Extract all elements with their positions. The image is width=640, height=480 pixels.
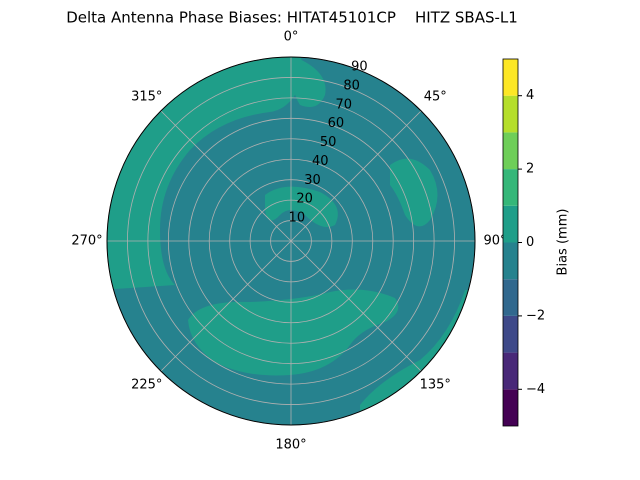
- polar-plot: 10 20 30 40 50 60 70 80 90 0° 45° 90° 135° 180° 225° 27…: [71, 30, 506, 453]
- angle-tick-label: 180°: [275, 438, 306, 453]
- r-tick-label: 90: [351, 60, 368, 75]
- colorbar-band: [503, 315, 518, 353]
- colorbar-band: [503, 242, 518, 280]
- colorbar-tick-label: 0: [526, 235, 534, 250]
- r-tick-label: 10: [289, 211, 306, 226]
- colorbar: −4 −2 0 2 4: [502, 58, 545, 427]
- colorbar-band: [503, 169, 518, 206]
- polar-frame: [106, 56, 476, 426]
- colorbar-band: [503, 95, 518, 133]
- colorbar-tick-label: 4: [526, 88, 534, 103]
- colorbar-band: [503, 205, 518, 243]
- colorbar-band: [503, 132, 518, 170]
- colorbar-band: [503, 352, 518, 390]
- colorbar-band: [503, 59, 518, 96]
- colorbar-tick-label: −2: [526, 308, 545, 323]
- contour-region: [290, 57, 326, 107]
- r-tick-label: 80: [343, 78, 360, 93]
- angle-tick-label: 90°: [483, 234, 506, 249]
- contour-region: [188, 289, 399, 376]
- angle-tick-label: 135°: [420, 378, 451, 393]
- colorbar-band: [503, 389, 518, 426]
- angle-tick-label: 0°: [284, 30, 299, 45]
- colorbar-tick-label: −4: [526, 382, 545, 397]
- angle-tick-label: 270°: [71, 234, 102, 249]
- contour-region: [390, 158, 438, 227]
- r-tick-label: 70: [335, 97, 352, 112]
- angle-tick-label: 225°: [131, 378, 162, 393]
- r-tick-label: 50: [320, 135, 337, 150]
- grid-spoke: [290, 110, 422, 242]
- r-tick-label: 20: [296, 192, 313, 207]
- r-tick-label: 60: [328, 116, 345, 131]
- angle-tick-label: 45°: [424, 89, 447, 104]
- colorbar-label: Bias (mm): [556, 209, 571, 276]
- grid-spoke: [160, 110, 292, 242]
- colorbar-band: [503, 279, 518, 316]
- grid-spoke: [160, 240, 292, 372]
- r-tick-label: 30: [304, 173, 321, 188]
- colorbar-tick-label: 2: [526, 162, 534, 177]
- angle-tick-label: 315°: [131, 89, 162, 104]
- r-tick-label: 40: [312, 154, 329, 169]
- contour-region: [265, 186, 338, 228]
- grid-spoke: [290, 240, 422, 372]
- chart-title: Delta Antenna Phase Biases: HITAT45101CP…: [66, 9, 518, 27]
